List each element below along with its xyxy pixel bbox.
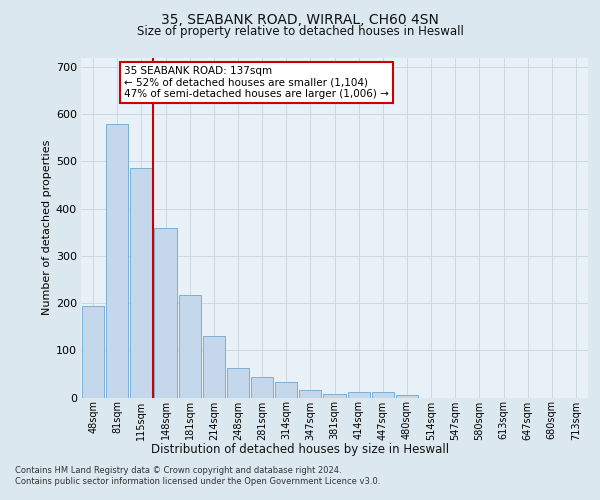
Bar: [275, 382, 298, 398]
Bar: [251, 376, 273, 398]
Y-axis label: Number of detached properties: Number of detached properties: [41, 140, 52, 315]
Bar: [227, 368, 249, 398]
Bar: [179, 295, 201, 398]
Bar: [130, 168, 152, 398]
Bar: [396, 394, 418, 398]
Bar: [106, 124, 128, 398]
Bar: [371, 392, 394, 398]
Text: Contains public sector information licensed under the Open Government Licence v3: Contains public sector information licen…: [15, 477, 380, 486]
Text: 35 SEABANK ROAD: 137sqm
← 52% of detached houses are smaller (1,104)
47% of semi: 35 SEABANK ROAD: 137sqm ← 52% of detache…: [124, 66, 389, 99]
Bar: [154, 228, 176, 398]
Text: 35, SEABANK ROAD, WIRRAL, CH60 4SN: 35, SEABANK ROAD, WIRRAL, CH60 4SN: [161, 12, 439, 26]
Bar: [347, 392, 370, 398]
Bar: [299, 390, 322, 398]
Bar: [203, 336, 225, 398]
Text: Size of property relative to detached houses in Heswall: Size of property relative to detached ho…: [137, 25, 463, 38]
Text: Contains HM Land Registry data © Crown copyright and database right 2024.: Contains HM Land Registry data © Crown c…: [15, 466, 341, 475]
Bar: [82, 306, 104, 398]
Text: Distribution of detached houses by size in Heswall: Distribution of detached houses by size …: [151, 442, 449, 456]
Bar: [323, 394, 346, 398]
